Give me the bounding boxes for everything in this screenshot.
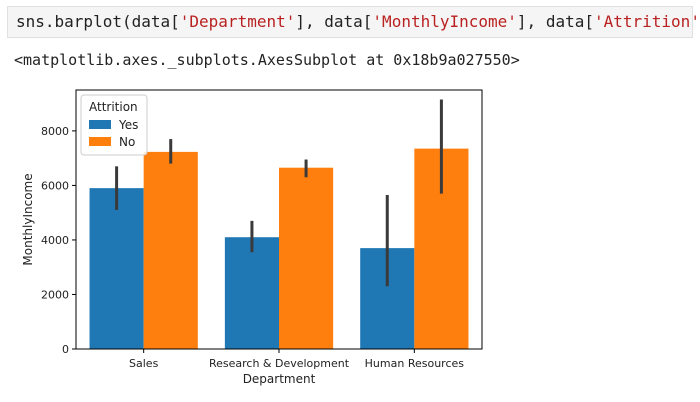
x-tick-label: Human Resources [365, 357, 465, 370]
bar-no [143, 151, 198, 349]
code-cell[interactable]: sns.barplot(data['Department'], data['Mo… [7, 6, 700, 38]
y-tick-label: 2000 [41, 288, 69, 301]
legend-swatch-yes [89, 120, 111, 129]
y-axis-label: MonthlyIncome [21, 173, 35, 265]
plot-area: 0 2000 4000 6000 8000 Sales Research & Develop… [41, 89, 483, 370]
y-tick-label: 4000 [41, 234, 69, 247]
code-separator: ], data[ [295, 12, 373, 31]
y-tick-label: 8000 [41, 125, 69, 138]
bar-no [279, 167, 334, 349]
bar-yes [89, 188, 144, 349]
code-separator: ], data[ [516, 12, 594, 31]
legend: Attrition Yes No [80, 94, 148, 156]
legend-swatch-no [89, 137, 111, 146]
y-tick-label: 6000 [41, 179, 69, 192]
bar-yes [224, 237, 279, 349]
legend-label-yes: Yes [118, 118, 138, 132]
legend-label-no: No [119, 135, 135, 149]
legend-title: Attrition [89, 100, 138, 114]
x-tick-label: Sales [129, 357, 159, 370]
x-tick-label: Research & Development [209, 357, 350, 370]
code-arg-department: 'Department' [179, 12, 296, 31]
y-tick-label: 0 [62, 343, 69, 356]
cell-output-text: <matplotlib.axes._subplots.AxesSubplot a… [14, 51, 520, 69]
code-arg-attrition: 'Attrition' [593, 12, 700, 31]
x-axis-label: Department [243, 372, 316, 386]
code-arg-monthlyincome: 'MonthlyIncome' [372, 12, 517, 31]
code-prefix: sns.barplot(data[ [16, 12, 180, 31]
